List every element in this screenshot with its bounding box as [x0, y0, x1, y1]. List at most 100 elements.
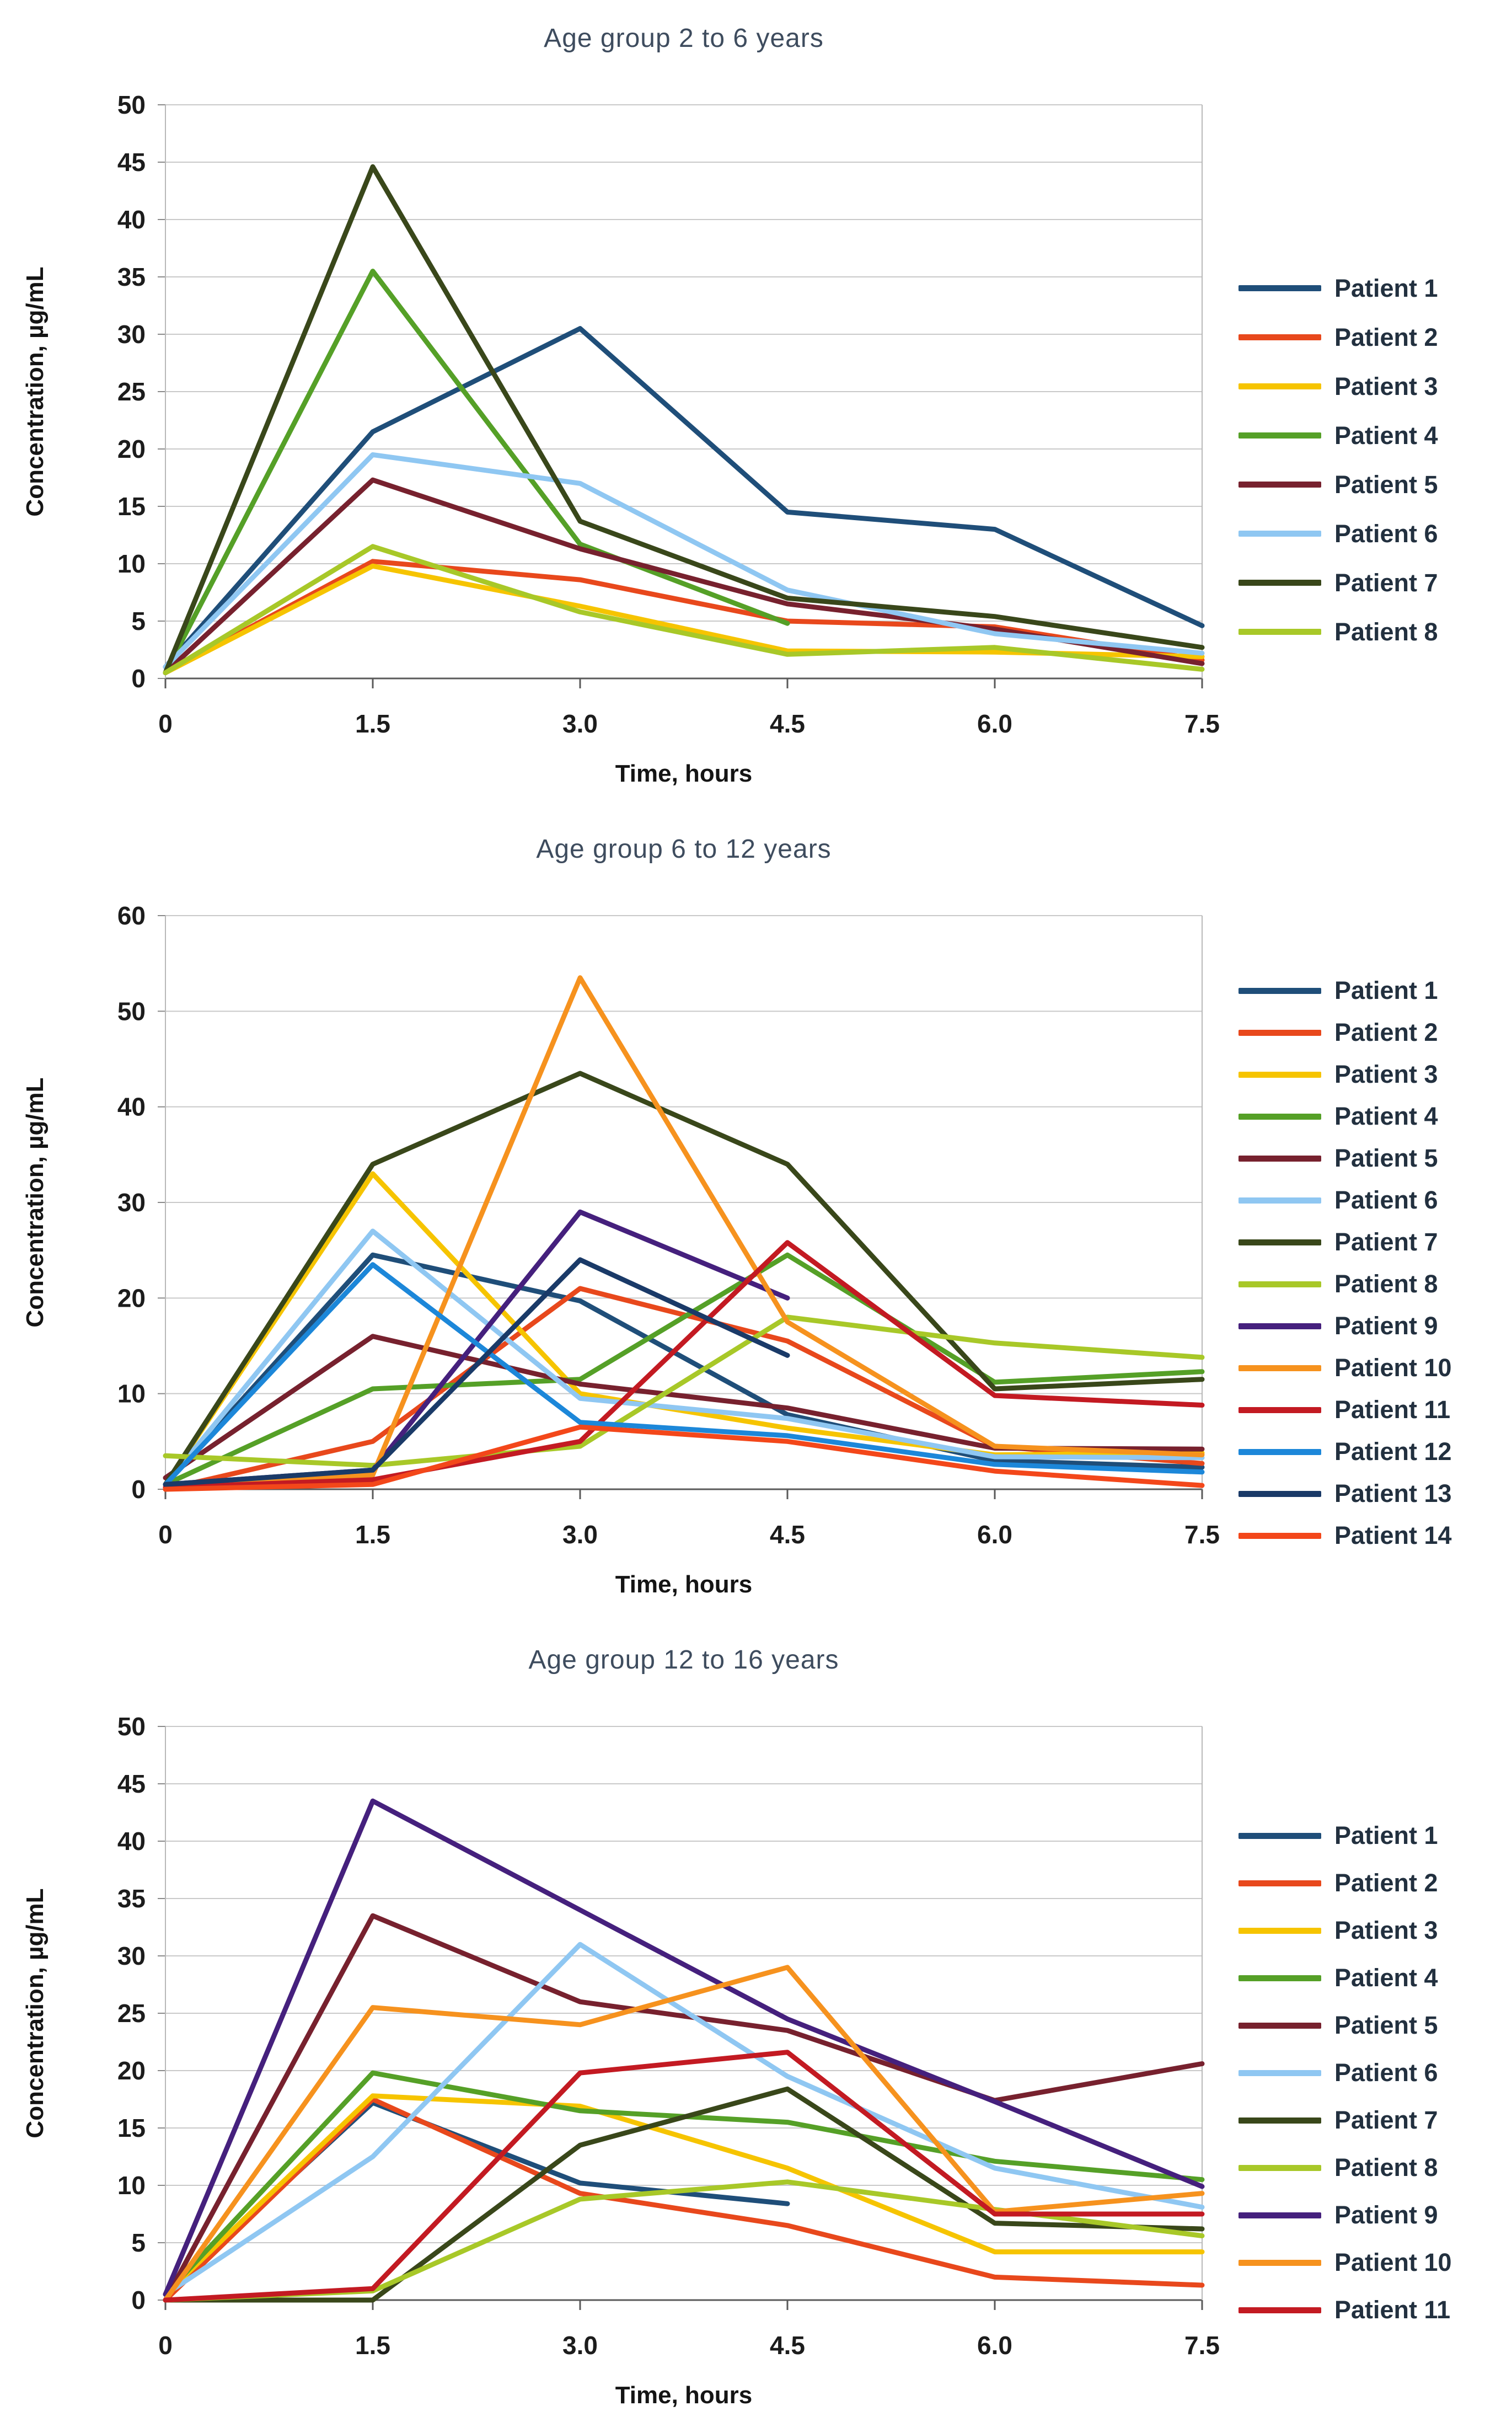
- legend-label: Patient 13: [1334, 1479, 1452, 1507]
- series-line-patient-5: [163, 1913, 1205, 2303]
- x-tick-label: 3.0: [562, 1520, 598, 1549]
- legend-label: Patient 1: [1334, 274, 1438, 302]
- legend-line-swatch: [1238, 1071, 1321, 1078]
- series-line-patient-11: [163, 2050, 1205, 2303]
- legend-line-swatch: [1238, 629, 1321, 635]
- x-axis-title: Time, hours: [615, 760, 753, 787]
- y-tick-label: 45: [117, 148, 146, 177]
- y-tick-label: 60: [117, 901, 146, 930]
- series-line-patient-7: [163, 1071, 1205, 1487]
- legend-line-swatch: [1238, 1323, 1321, 1329]
- legend-item-patient-2: Patient 2: [1238, 1859, 1503, 1907]
- legend-label: Patient 4: [1334, 1964, 1438, 1992]
- legend-item-patient-4: Patient 4: [1238, 1954, 1503, 2002]
- legend-item-patient-9: Patient 9: [1238, 2191, 1503, 2239]
- legend-item-patient-6: Patient 6: [1238, 2049, 1503, 2097]
- legend-label: Patient 4: [1334, 421, 1438, 450]
- legend-label: Patient 9: [1334, 1312, 1438, 1340]
- legend-label: Patient 8: [1334, 617, 1438, 646]
- legend-line-swatch: [1238, 1365, 1321, 1371]
- legend-item-patient-7: Patient 7: [1238, 1221, 1503, 1263]
- y-tick-label: 50: [117, 90, 146, 119]
- chart-title: Age group 2 to 6 years: [544, 24, 824, 53]
- legend-item-patient-1: Patient 1: [1238, 970, 1503, 1012]
- y-tick-label: 40: [117, 1093, 146, 1121]
- y-tick-label: 15: [117, 492, 146, 521]
- y-tick-label: 30: [117, 320, 146, 349]
- legend-label: Patient 6: [1334, 2058, 1438, 2087]
- y-tick-label: 30: [117, 1188, 146, 1217]
- series-line-patient-10: [163, 975, 1205, 1492]
- legend-item-patient-14: Patient 14: [1238, 1515, 1503, 1557]
- series-line-patient-8: [163, 544, 1205, 676]
- legend-line-swatch: [1238, 1113, 1321, 1120]
- line-chart-age-12-16: 0 5 10 15 20 25 30 35 40 45 50 0 1.5 3.0 4.5 6.0 7.5: [117, 1712, 1220, 2360]
- y-tick-label: 0: [131, 1475, 146, 1504]
- legend-item-patient-3: Patient 3: [1238, 362, 1503, 411]
- series-line-patient-9: [163, 1798, 1205, 2297]
- legend-label: Patient 12: [1334, 1437, 1452, 1466]
- series-line-patient-12: [163, 1262, 1205, 1487]
- legend-line-swatch: [1238, 580, 1321, 586]
- legend-label: Patient 2: [1334, 323, 1438, 351]
- series-line-patient-7: [163, 164, 1205, 676]
- legend-line-swatch: [1238, 482, 1321, 488]
- y-tick-label: 0: [131, 664, 146, 693]
- legend-label: Patient 1: [1334, 1821, 1438, 1849]
- y-axis-title: Concentration, µg/mL: [22, 1077, 49, 1328]
- legend-line-swatch: [1238, 2070, 1321, 2076]
- series-line-patient-10: [163, 1965, 1205, 2303]
- legend-line-swatch: [1238, 1155, 1321, 1162]
- x-tick-label: 4.5: [770, 2331, 805, 2360]
- line-chart-age-6-12: 0 10 20 30 40 50 60 0 1.5 3.0 4.5 6.0 7.5: [117, 901, 1220, 1549]
- x-tick-label: 0: [158, 2331, 173, 2360]
- y-tick-label: 0: [131, 2286, 146, 2314]
- x-tick-label: 1.5: [355, 1520, 390, 1549]
- legend-label: Patient 2: [1334, 1869, 1438, 1897]
- legend-label: Patient 6: [1334, 1186, 1438, 1214]
- legend-label: Patient 9: [1334, 2201, 1438, 2229]
- legend: Patient 1 Patient 2 Patient 3 Patient 4 Pati…: [1238, 1812, 1503, 2334]
- legend-line-swatch: [1238, 432, 1321, 439]
- legend-item-patient-5: Patient 5: [1238, 460, 1503, 509]
- legend-line-swatch: [1238, 1532, 1321, 1539]
- x-tick-label: 0: [158, 1520, 173, 1549]
- legend-item-patient-6: Patient 6: [1238, 509, 1503, 558]
- legend-item-patient-1: Patient 1: [1238, 1812, 1503, 1859]
- legend-label: Patient 5: [1334, 2011, 1438, 2039]
- legend-line-swatch: [1238, 1407, 1321, 1413]
- y-tick-label: 20: [117, 435, 146, 463]
- y-tick-label: 50: [117, 997, 146, 1025]
- x-tick-label: 1.5: [355, 709, 390, 738]
- legend-line-swatch: [1238, 1927, 1321, 1934]
- chart-title: Age group 6 to 12 years: [536, 835, 832, 864]
- y-tick-label: 35: [117, 1884, 146, 1913]
- x-axis-title: Time, hours: [615, 1571, 753, 1598]
- legend-line-swatch: [1238, 531, 1321, 537]
- line-chart-age-2-6: 0 5 10 15 20 25 30 35 40 45 50 0 1.5 3.0 4.5 6.0 7.5: [117, 90, 1220, 738]
- legend-item-patient-7: Patient 7: [1238, 558, 1503, 607]
- series-line-patient-1: [163, 1252, 1205, 1487]
- y-axis-title: Concentration, µg/mL: [22, 266, 49, 517]
- x-tick-label: 6.0: [977, 2331, 1012, 2360]
- series-line-patient-7: [163, 2086, 1205, 2303]
- series-line-patient-1: [163, 326, 1205, 670]
- series-line-patient-6: [163, 1228, 1205, 1487]
- x-tick-label: 6.0: [977, 709, 1012, 738]
- legend-line-swatch: [1238, 1239, 1321, 1245]
- y-tick-label: 25: [117, 1999, 146, 2028]
- series-line-patient-14: [163, 1424, 1205, 1492]
- series-line-patient-13: [163, 1257, 790, 1487]
- y-tick-label: 30: [117, 1942, 146, 1970]
- legend-label: Patient 8: [1334, 2153, 1438, 2181]
- chart-title: Age group 12 to 16 years: [528, 1645, 839, 1675]
- legend-item-patient-3: Patient 3: [1238, 1907, 1503, 1954]
- legend-label: Patient 5: [1334, 470, 1438, 499]
- series-line-patient-4: [163, 1252, 1205, 1487]
- y-tick-label: 10: [117, 1379, 146, 1408]
- y-tick-label: 20: [117, 2056, 146, 2085]
- legend-line-swatch: [1238, 1880, 1321, 1886]
- y-tick-label: 15: [117, 2114, 146, 2142]
- legend-item-patient-2: Patient 2: [1238, 1012, 1503, 1054]
- y-tick-label: 10: [117, 2171, 146, 2200]
